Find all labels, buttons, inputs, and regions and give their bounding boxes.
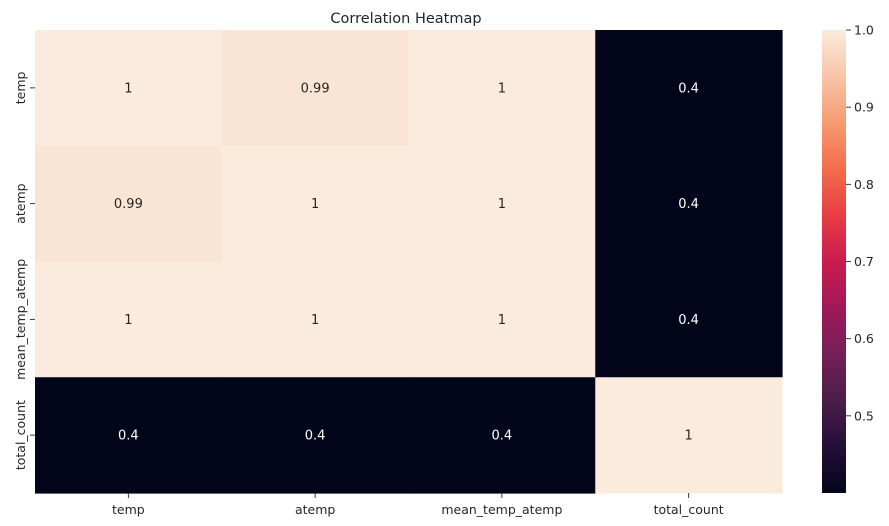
heatmap-cell [595, 30, 783, 147]
x-tick-label: total_count [654, 502, 724, 517]
chart-title: Correlation Heatmap [330, 11, 481, 27]
cell-annotation: 1 [498, 313, 506, 328]
cell-annotation: 0.99 [114, 197, 143, 212]
cell-annotation: 1 [498, 197, 506, 212]
heatmap-cell [408, 261, 596, 378]
cell-annotation: 0.4 [678, 197, 699, 212]
heatmap-annotations: 1 0.99 1 0.4 0.99 1 1 0.4 1 1 1 0.4 0.4 0.4 0.4 1 [114, 81, 699, 443]
heatmap-cell [35, 145, 223, 263]
heatmap-cell [35, 30, 223, 147]
colorbar-gradient [822, 30, 846, 493]
cell-annotation: 1 [684, 429, 692, 444]
heatmap-cell [408, 30, 596, 147]
cell-annotation: 0.4 [492, 429, 513, 444]
x-tick-label: temp [112, 502, 145, 517]
cell-annotation: 1 [311, 313, 319, 328]
y-axis: temp atemp mean_temp_atemp total_count [13, 71, 35, 470]
colorbar: 0.5 0.6 0.7 0.8 0.9 1.0 [822, 23, 874, 493]
colorbar-tick-label: 0.5 [854, 408, 874, 423]
heatmap-cell [595, 261, 783, 378]
x-tick-label: atemp [295, 502, 335, 517]
y-tick-label: total_count [13, 400, 28, 470]
cell-annotation: 0.4 [118, 429, 139, 444]
heatmap-cell [221, 30, 410, 147]
heatmap-cell [408, 145, 596, 263]
heatmap-cell [221, 261, 410, 378]
x-axis: temp atemp mean_temp_atemp total_count [112, 493, 724, 517]
heatmap-cell [35, 377, 223, 494]
colorbar-tick-label: 0.6 [854, 331, 874, 346]
cell-annotation: 0.4 [678, 313, 699, 328]
colorbar-ticks: 0.5 0.6 0.7 0.8 0.9 1.0 [846, 23, 874, 423]
colorbar-tick-label: 0.8 [854, 177, 874, 192]
cell-annotation: 1 [311, 197, 319, 212]
colorbar-tick-label: 0.9 [854, 100, 874, 115]
cell-annotation: 0.99 [301, 81, 330, 96]
heatmap-cells [35, 30, 783, 494]
cell-annotation: 1 [124, 313, 132, 328]
y-tick-label: mean_temp_atemp [13, 259, 28, 380]
heatmap-cell [35, 261, 223, 378]
heatmap-cell [221, 145, 410, 263]
heatmap-cell [595, 377, 783, 494]
colorbar-tick-label: 0.7 [854, 254, 874, 269]
y-tick-label: atemp [13, 183, 28, 223]
colorbar-tick-label: 1.0 [854, 23, 874, 38]
cell-annotation: 0.4 [678, 81, 699, 96]
heatmap-cell [408, 377, 596, 494]
y-tick-label: temp [13, 71, 28, 104]
cell-annotation: 0.4 [305, 429, 326, 444]
heatmap-cell [595, 145, 783, 263]
heatmap-cell [221, 377, 410, 494]
cell-annotation: 1 [498, 81, 506, 96]
cell-annotation: 1 [124, 81, 132, 96]
x-tick-label: mean_temp_atemp [441, 502, 562, 517]
